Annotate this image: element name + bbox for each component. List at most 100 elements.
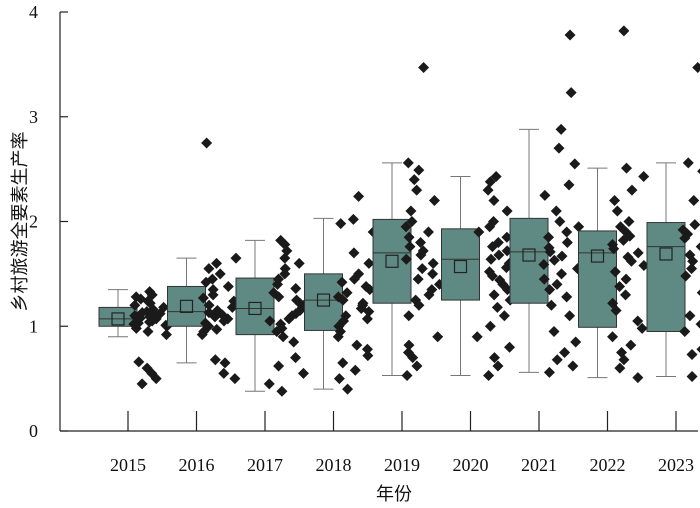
data-point-2023-30	[686, 371, 698, 383]
data-point-2016-12	[203, 299, 215, 311]
y-tick-label-4: 4	[29, 2, 38, 22]
data-point-2023-5	[688, 195, 700, 207]
mean-marker-2023	[659, 247, 673, 261]
data-point-2018-2	[335, 218, 347, 230]
data-point-2019-4	[411, 184, 423, 196]
data-point-2019-11	[415, 236, 427, 248]
data-point-2021-26	[548, 325, 560, 337]
data-point-2017-4	[293, 257, 305, 269]
data-point-2021-0	[564, 29, 576, 41]
data-point-2016-19	[218, 315, 230, 327]
data-point-2021-29	[551, 354, 563, 366]
data-point-2016-9	[207, 289, 219, 301]
x-tick-label-2020: 2020	[453, 455, 489, 475]
data-point-2021-3	[553, 142, 565, 154]
data-point-2017-24	[277, 331, 289, 343]
data-point-2022-10	[617, 234, 629, 246]
data-point-2019-7	[406, 216, 418, 227]
mean-marker-2021	[522, 248, 536, 262]
data-point-2020-17	[486, 270, 498, 282]
data-point-2018-5	[363, 257, 375, 269]
data-point-2016-10	[197, 292, 209, 304]
data-point-2019-3	[408, 174, 420, 186]
box-2023	[646, 222, 686, 332]
data-point-2023-16	[687, 255, 699, 267]
data-point-2021-4	[569, 158, 581, 170]
data-point-2016-27	[218, 367, 230, 379]
data-point-2019-30	[411, 360, 423, 372]
data-point-2018-19	[361, 313, 373, 325]
data-point-2021-9	[573, 221, 585, 233]
y-tick-label-0: 0	[29, 421, 38, 441]
data-point-2017-26	[290, 352, 302, 364]
data-point-2021-21	[551, 278, 563, 290]
data-point-2019-0	[418, 62, 430, 74]
data-point-2017-9	[290, 283, 302, 295]
data-point-2020-23	[491, 301, 503, 313]
data-point-2019-1	[402, 157, 414, 169]
data-point-2022-19	[614, 280, 626, 292]
data-point-2022-24	[636, 322, 648, 334]
data-point-2023-18	[680, 270, 692, 282]
data-point-2021-8	[554, 216, 566, 227]
data-point-2021-15	[556, 250, 568, 262]
data-point-2022-15	[625, 255, 637, 267]
data-point-2021-24	[545, 299, 557, 311]
data-point-2018-24	[351, 339, 363, 351]
data-point-2017-29	[263, 378, 275, 390]
data-point-2023-25	[679, 325, 691, 337]
data-point-2020-26	[471, 331, 483, 343]
data-point-2020-13	[485, 253, 497, 265]
data-point-2016-7	[222, 280, 234, 292]
data-point-2016-17	[209, 311, 221, 323]
mean-marker-2018	[316, 293, 331, 307]
data-point-2023-13	[695, 242, 700, 251]
data-point-2022-25	[607, 331, 619, 343]
data-point-2023-24	[695, 319, 700, 329]
data-point-2017-20	[264, 315, 276, 327]
data-point-2018-13	[337, 294, 349, 306]
data-point-2023-0	[692, 62, 700, 74]
data-point-2021-27	[570, 336, 582, 348]
data-point-2018-27	[337, 357, 349, 369]
data-point-2019-26	[432, 331, 444, 343]
data-point-2020-28	[488, 352, 500, 364]
data-point-2020-10	[486, 241, 498, 253]
data-point-2018-28	[349, 364, 361, 376]
data-point-2018-25	[361, 343, 373, 355]
data-point-2022-20	[620, 289, 632, 301]
data-point-2021-16	[548, 254, 560, 266]
data-point-2019-9	[422, 226, 434, 238]
data-point-2023-20	[696, 289, 700, 296]
data-point-2019-24	[413, 299, 425, 311]
data-point-2022-4	[609, 195, 621, 207]
data-point-2017-11	[273, 291, 285, 303]
data-point-2018-1	[347, 213, 359, 225]
x-tick-label-2018: 2018	[316, 455, 352, 475]
data-point-2020-3	[488, 195, 500, 207]
data-point-2019-14	[415, 249, 427, 261]
data-point-2016-4	[214, 268, 226, 280]
y-axis-title: 乡村旅游全要素生产率	[10, 132, 31, 312]
data-point-2017-23	[271, 325, 283, 337]
data-point-2021-1	[565, 87, 577, 99]
data-point-2020-30	[483, 369, 495, 381]
data-point-2020-6	[484, 221, 496, 233]
x-tick-label-2015: 2015	[110, 455, 146, 475]
data-point-2022-30	[632, 372, 644, 384]
x-tick-label-2017: 2017	[247, 455, 283, 475]
data-point-2017-30	[276, 385, 288, 397]
y-tick-label-1: 1	[29, 316, 38, 336]
data-point-2021-10	[561, 226, 573, 238]
data-point-2019-15	[400, 253, 412, 265]
data-point-2021-22	[544, 284, 556, 296]
data-point-2021-19	[556, 268, 568, 280]
data-point-2022-12	[608, 243, 620, 255]
data-point-2016-13	[226, 301, 238, 313]
data-point-2015-19	[144, 316, 156, 328]
data-point-2023-8	[689, 219, 700, 231]
data-point-2018-17	[363, 306, 375, 318]
mean-marker-2017	[248, 301, 262, 316]
data-point-2022-29	[614, 362, 626, 374]
data-point-2016-25	[209, 354, 221, 366]
